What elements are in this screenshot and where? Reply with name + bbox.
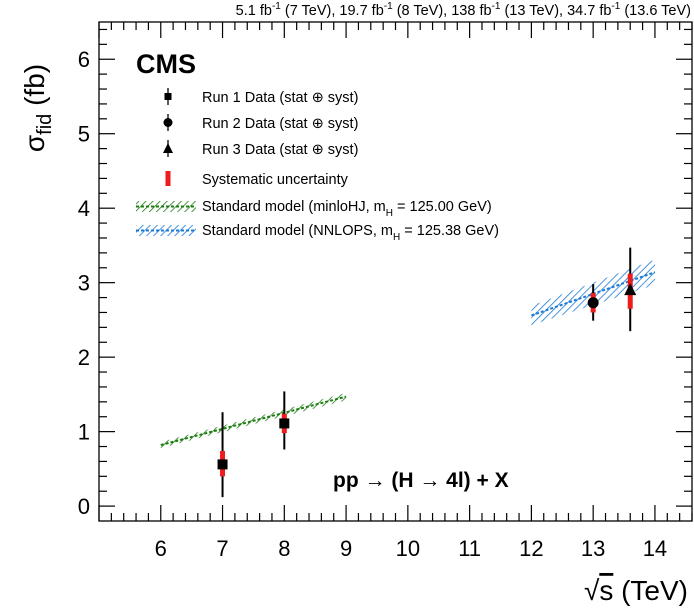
run2-marker xyxy=(587,297,599,309)
x-axis-title: √s (TeV) xyxy=(584,575,688,606)
y-tick-label: 5 xyxy=(78,122,90,147)
luminosity-label: 5.1 fb-1 (7 TeV), 19.7 fb-1 (8 TeV), 138… xyxy=(236,1,691,19)
x-tick-label: 12 xyxy=(519,536,543,561)
legend-sm-nnlops-label: Standard model (NNLOPS, mH = 125.38 GeV) xyxy=(202,223,499,243)
legend-run3-symbol xyxy=(163,140,173,157)
data-points xyxy=(217,247,637,498)
sm-prediction-bands xyxy=(160,259,656,449)
y-tick-label: 0 xyxy=(78,494,90,519)
y-tick-label: 2 xyxy=(78,345,90,370)
y-tick-label: 1 xyxy=(78,420,90,445)
legend-sm-minlohj-symbol xyxy=(136,201,196,212)
sm-central-line xyxy=(160,395,347,447)
x-tick-label: 9 xyxy=(340,536,352,561)
legend-run3-label: Run 3 Data (stat ⊕ syst) xyxy=(202,142,358,158)
y-tick-label: 3 xyxy=(78,271,90,296)
legend-run2-symbol xyxy=(163,114,173,131)
axis-ticks xyxy=(98,22,693,521)
legend-run1-symbol xyxy=(164,88,172,105)
process-label: pp → (H → 4l) + X xyxy=(333,469,509,492)
legend-sm-minlohj-label: Standard model (minloHJ, mH = 125.00 GeV… xyxy=(202,199,492,219)
y-tick-labels: 0 1 2 3 4 5 6 xyxy=(78,47,90,519)
legend-sm-nnlops-symbol xyxy=(136,225,196,236)
y-tick-label: 4 xyxy=(78,196,90,221)
x-tick-label: 11 xyxy=(458,536,481,561)
x-tick-label: 8 xyxy=(278,536,290,561)
x-tick-label: 14 xyxy=(643,536,667,561)
legend-run1-label: Run 1 Data (stat ⊕ syst) xyxy=(202,90,358,106)
run1-marker xyxy=(279,418,290,429)
x-tick-label: 7 xyxy=(216,536,228,561)
x-tick-labels: 6 7 8 9 10 11 12 13 14 xyxy=(155,536,668,561)
x-tick-label: 6 xyxy=(155,536,167,561)
y-tick-label: 6 xyxy=(78,47,90,72)
run1-marker xyxy=(217,459,228,470)
x-tick-label: 10 xyxy=(396,536,420,561)
legend-run2-label: Run 2 Data (stat ⊕ syst) xyxy=(202,116,358,132)
legend: Run 1 Data (stat ⊕ syst) Run 2 Data (sta… xyxy=(136,88,499,243)
x-tick-label: 13 xyxy=(581,536,605,561)
legend-syst-symbol xyxy=(165,171,171,186)
run3-marker xyxy=(624,283,637,296)
plot-frame xyxy=(98,21,693,522)
experiment-label: CMS xyxy=(136,49,196,79)
y-axis-title: σfid (fb) xyxy=(19,64,56,152)
legend-syst-label: Systematic uncertainty xyxy=(202,172,349,188)
